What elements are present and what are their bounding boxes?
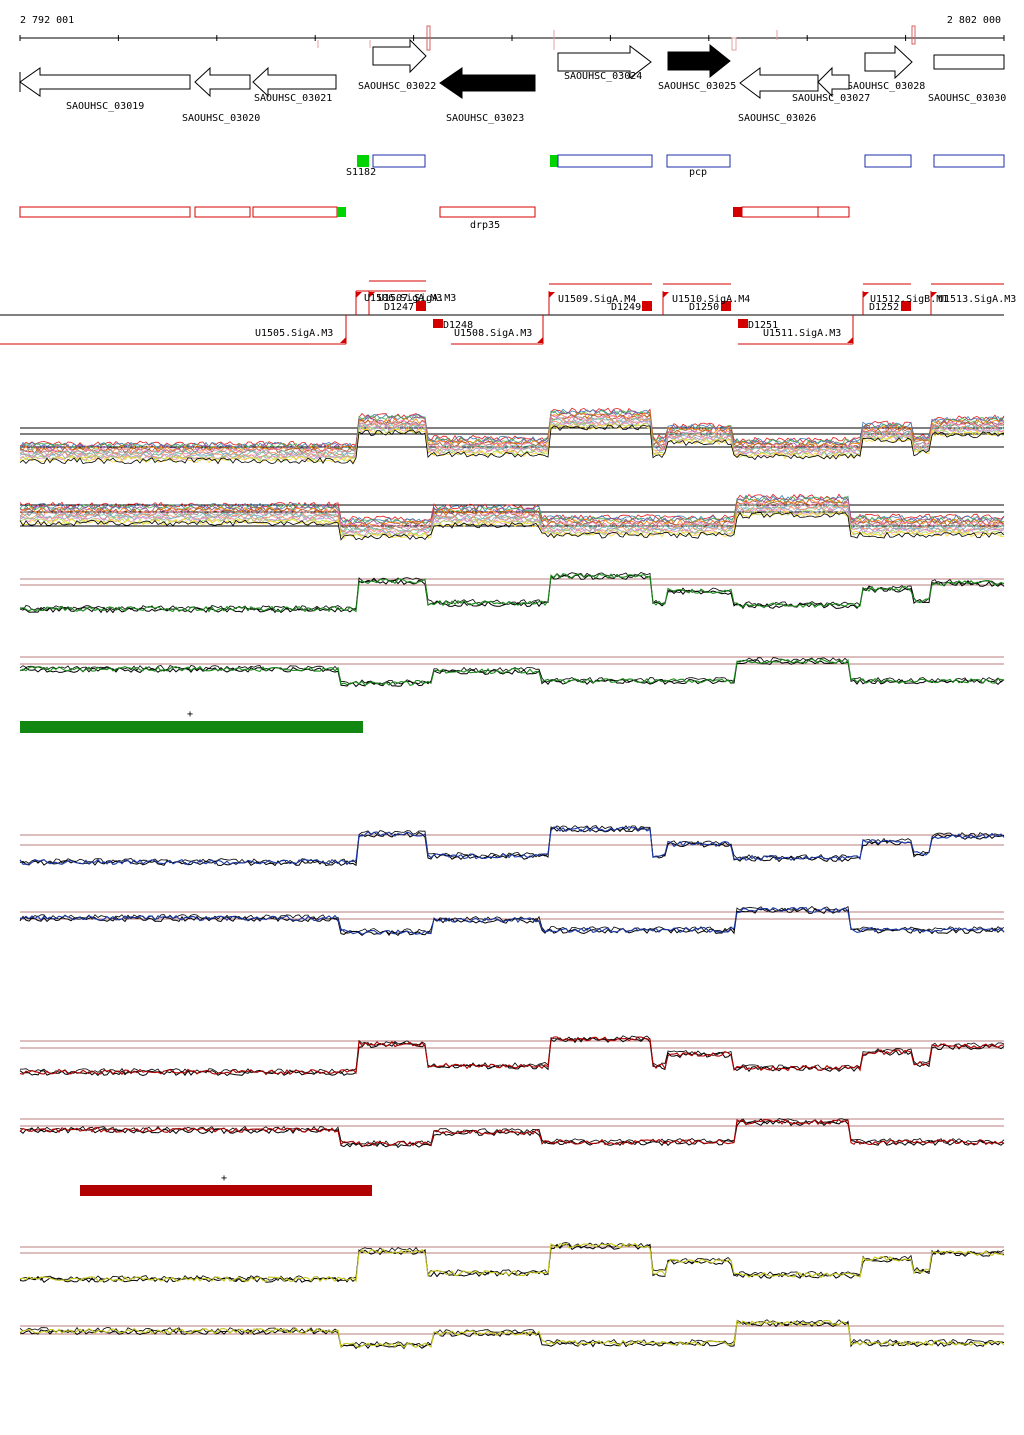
utr-label: U1508.SigA.M3 bbox=[454, 328, 532, 339]
gene-label: SAOUHSC_03021 bbox=[254, 93, 332, 104]
gene-track: SAOUHSC_03022 SAOUHSC_03024 SAOUHSC_0302… bbox=[19, 25, 1006, 124]
expression-line bbox=[19, 1118, 1005, 1147]
segment-bar-green[interactable]: + bbox=[20, 709, 363, 733]
green-marker bbox=[550, 155, 558, 167]
d-label: D1249 bbox=[611, 302, 641, 313]
ruler-end-label: 2 802 000 bbox=[947, 15, 1001, 26]
blue-feature[interactable] bbox=[372, 154, 426, 168]
gene-arrow[interactable]: SAOUHSC_03024 bbox=[557, 44, 652, 82]
utr-label: U1506.SigA.M3 bbox=[364, 293, 442, 304]
blue-feature[interactable] bbox=[933, 154, 1005, 168]
expression-line bbox=[19, 418, 1005, 459]
gene-arrow[interactable]: SAOUHSC_03025 bbox=[658, 43, 736, 92]
gene-arrow[interactable]: SAOUHSC_03028 bbox=[847, 44, 925, 92]
expression-line bbox=[19, 1242, 1005, 1281]
gene-label: SAOUHSC_03023 bbox=[446, 113, 524, 124]
expression-line bbox=[19, 906, 1005, 935]
gene-arrow[interactable]: SAOUHSC_03023 bbox=[439, 67, 536, 124]
expression-line bbox=[19, 1036, 1005, 1077]
d-label: D1251 bbox=[748, 320, 778, 331]
expression-line bbox=[19, 511, 1005, 541]
utr-label: U1513.SigA.M3 bbox=[938, 294, 1016, 305]
expression-line bbox=[19, 1242, 1005, 1283]
utr-label: U1507.SigA.M3 bbox=[378, 293, 456, 304]
expression-line bbox=[19, 658, 1005, 687]
gene-label: SAOUHSC_03024 bbox=[564, 71, 642, 82]
expression-line bbox=[19, 503, 1005, 534]
expression-line bbox=[19, 905, 1005, 935]
expression-tracks bbox=[19, 407, 1005, 1350]
utr-label: U1510.SigA.M4 bbox=[672, 294, 750, 305]
segment-bar-red[interactable]: + bbox=[80, 1173, 372, 1196]
gene-label: SAOUHSC_03019 bbox=[66, 101, 144, 112]
ruler-start-label: 2 792 001 bbox=[20, 15, 74, 26]
d-label: D1248 bbox=[443, 320, 473, 331]
position-ruler: 2 792 001 2 802 000 bbox=[19, 15, 1005, 41]
blue-feature[interactable] bbox=[557, 154, 653, 168]
expression-line bbox=[19, 506, 1005, 536]
gene-label: SAOUHSC_03025 bbox=[658, 81, 736, 92]
blue-feature[interactable] bbox=[864, 154, 912, 168]
blue-feature-track: S1182 pcp bbox=[346, 154, 1005, 178]
blue-feature[interactable] bbox=[666, 154, 731, 168]
green-marker bbox=[357, 155, 369, 167]
red-feature[interactable] bbox=[252, 206, 338, 218]
gene-label: SAOUHSC_03020 bbox=[182, 113, 260, 124]
d-label: D1250 bbox=[689, 302, 719, 313]
red-feature-track: drp35 bbox=[19, 206, 850, 231]
red-marker bbox=[733, 207, 742, 217]
segment-marker: + bbox=[187, 709, 193, 720]
expression-line bbox=[19, 496, 1005, 525]
red-feature[interactable] bbox=[194, 206, 251, 218]
gene-arrow[interactable]: SAOUHSC_03030 bbox=[928, 54, 1006, 104]
utr-label: U1505.SigA.M3 bbox=[255, 328, 333, 339]
expression-line bbox=[19, 498, 1005, 528]
gene-arrow[interactable]: SAOUHSC_03020 bbox=[182, 66, 260, 124]
expression-line bbox=[19, 412, 1005, 453]
expression-line bbox=[19, 423, 1005, 464]
red-feature[interactable] bbox=[439, 206, 536, 218]
gene-label: SAOUHSC_03022 bbox=[358, 81, 436, 92]
red-feature[interactable] bbox=[19, 206, 191, 218]
red-feature[interactable] bbox=[817, 206, 850, 218]
expression-line bbox=[19, 1319, 1005, 1349]
expression-line bbox=[19, 1036, 1005, 1076]
expression-line bbox=[19, 573, 1005, 614]
gene-label: SAOUHSC_03030 bbox=[928, 93, 1006, 104]
feature-label: pcp bbox=[689, 167, 707, 178]
gene-arrow[interactable]: SAOUHSC_03026 bbox=[738, 67, 819, 124]
segment-marker: + bbox=[221, 1173, 227, 1184]
expression-line bbox=[19, 410, 1005, 450]
gene-label: SAOUHSC_03028 bbox=[847, 81, 925, 92]
expression-line bbox=[19, 572, 1005, 613]
feature-label: S1182 bbox=[346, 167, 376, 178]
utr-label: U1509.SigA.M4 bbox=[558, 294, 636, 305]
red-feature[interactable] bbox=[741, 206, 819, 218]
expression-line bbox=[19, 1118, 1005, 1147]
gene-arrow[interactable]: SAOUHSC_03019 bbox=[19, 67, 191, 112]
gene-label: SAOUHSC_03027 bbox=[792, 93, 870, 104]
expression-line bbox=[19, 415, 1005, 457]
feature-label: drp35 bbox=[470, 220, 500, 231]
utr-track: U1506.SigA.M3 U1507.SigA.M3 U1509.SigA.M… bbox=[0, 280, 1016, 345]
expression-line bbox=[19, 424, 1005, 465]
green-marker bbox=[337, 207, 346, 217]
expression-line bbox=[19, 826, 1005, 866]
expression-line bbox=[19, 493, 1005, 522]
utr-label: U1511.SigA.M3 bbox=[763, 328, 841, 339]
gene-arrow[interactable]: SAOUHSC_03021 bbox=[252, 66, 337, 104]
gene-arrow[interactable]: SAOUHSC_03022 bbox=[358, 38, 436, 92]
gene-arrow[interactable]: SAOUHSC_03027 bbox=[792, 66, 870, 104]
expression-line bbox=[19, 1119, 1005, 1149]
d-label: D1247 bbox=[384, 302, 414, 313]
gene-label: SAOUHSC_03026 bbox=[738, 113, 816, 124]
expression-line bbox=[19, 510, 1005, 540]
expression-line bbox=[19, 1243, 1005, 1284]
expression-line bbox=[19, 572, 1005, 612]
d-label: D1252 bbox=[869, 302, 899, 313]
expression-line bbox=[19, 1319, 1005, 1347]
utr-label: U1512.SigB.M1 bbox=[870, 294, 948, 305]
